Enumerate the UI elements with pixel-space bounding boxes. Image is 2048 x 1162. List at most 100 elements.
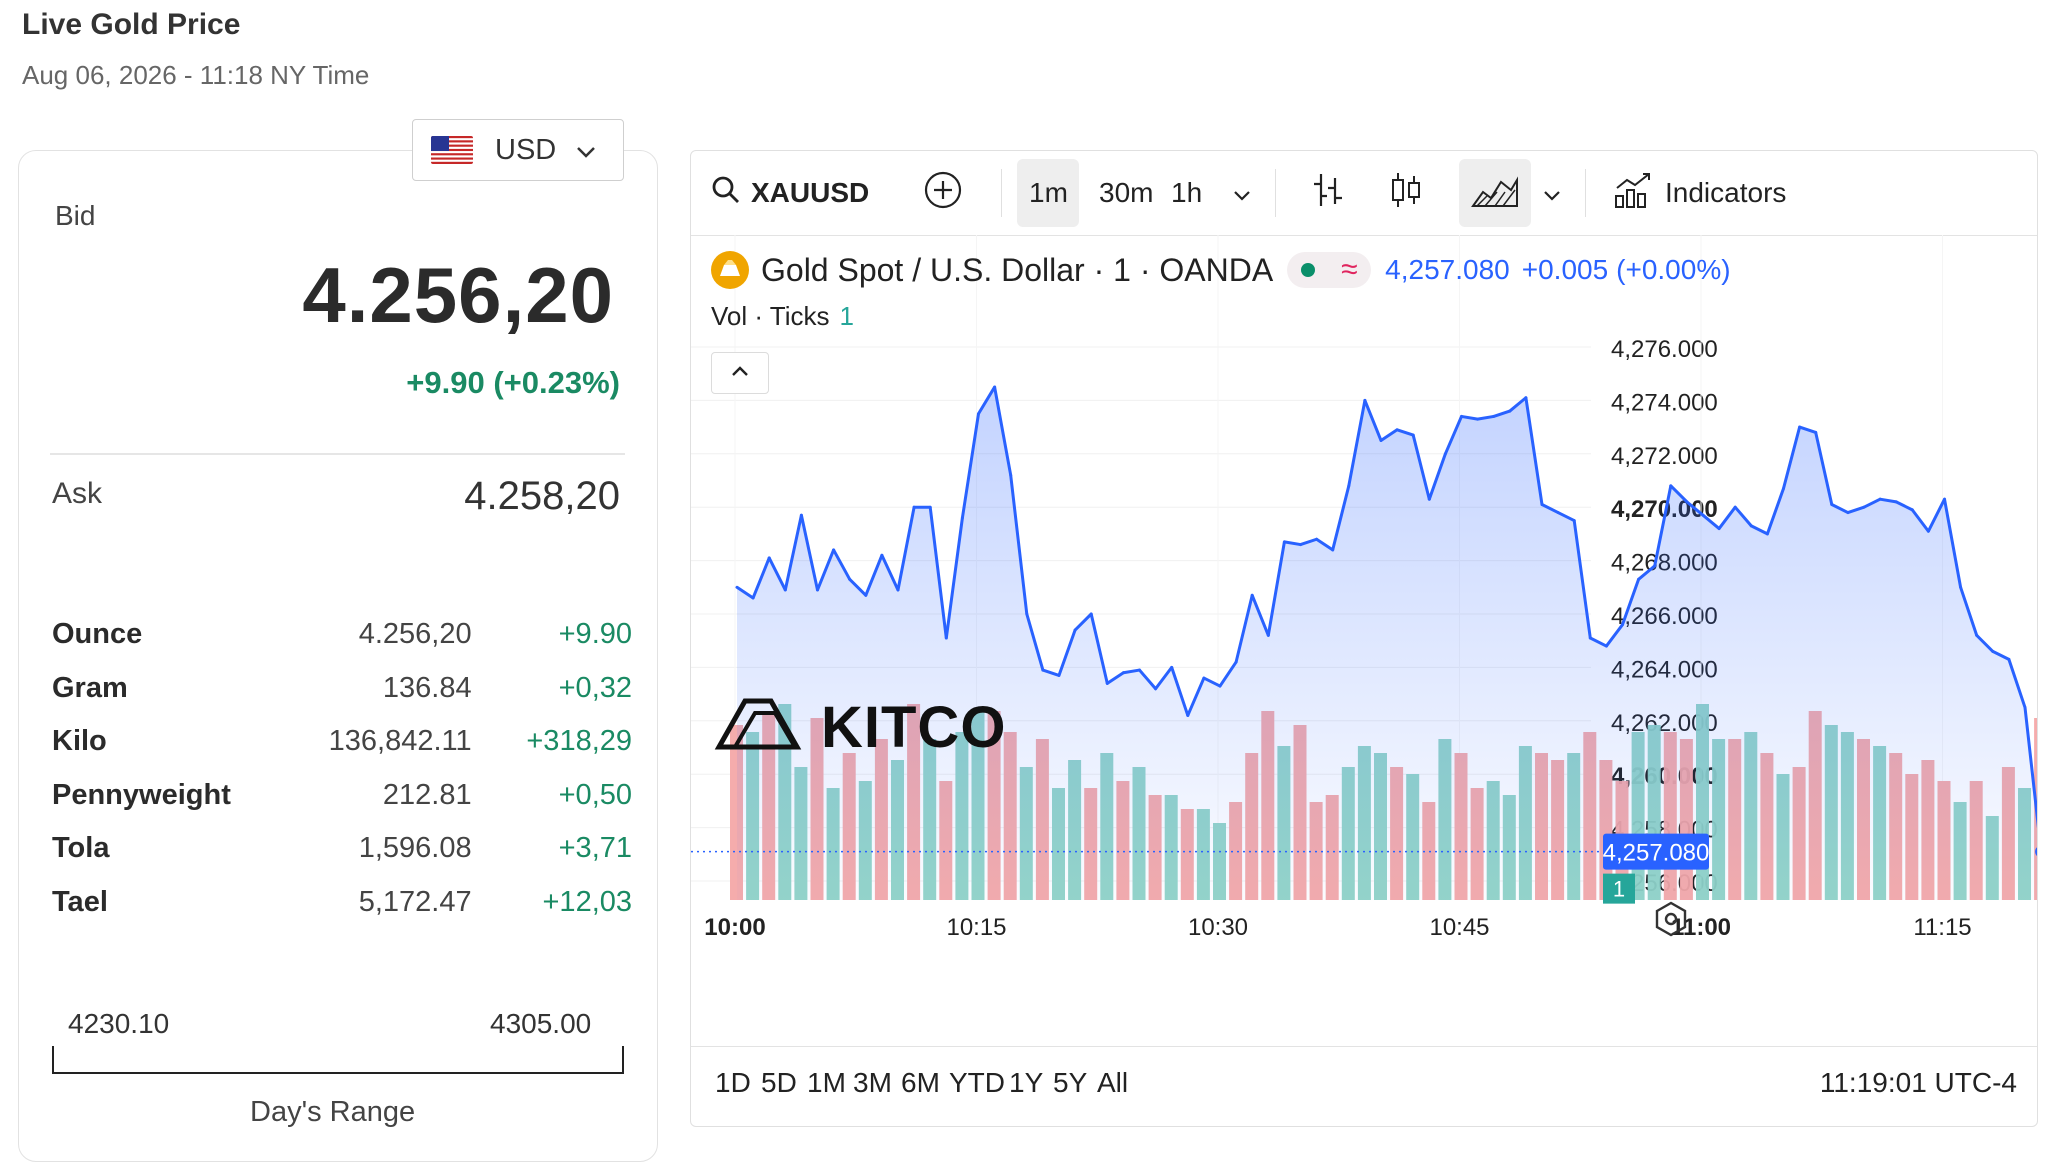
volume-label: Vol · Ticks [711,301,830,331]
price-line-segment [2023,705,2037,829]
range-1d[interactable]: 1D [715,1067,751,1098]
price-line-segment [1894,500,1914,512]
price-line-segment [1138,668,1158,691]
price-line-segment [1637,564,1657,581]
range-6m[interactable]: 6M [901,1067,940,1098]
candles-button[interactable] [1389,151,1423,235]
area-chart-button[interactable] [1471,151,1519,235]
x-tick-label: 10:15 [946,914,1006,941]
price-line-segment [1347,398,1367,488]
unit-price-table: Ounce 4.256,20 +9.90 Gram 136.84 +0,32 K… [52,608,632,929]
x-tick-label: 10:45 [1429,914,1489,941]
price-line-segment [1943,497,1963,589]
price-line-segment [1121,668,1141,675]
price-line-segment [1556,511,1576,523]
price-line-segment [1524,396,1544,507]
date-range-bar: 1D 5D 1M 3M 6M YTD 1Y 5Y All 11:19:01 UT… [691,1046,2037,1126]
price-line-segment [1572,519,1592,640]
plus-circle-icon [923,170,963,217]
price-line-segment [735,585,755,600]
range-all[interactable]: All [1097,1067,1129,1098]
price-line-segment [1975,633,1995,653]
price-line-segment [880,553,900,592]
range-3m[interactable]: 3M [853,1067,892,1098]
active-interval-highlight [1017,159,1079,227]
price-line-segment [1862,497,1882,509]
price-line-segment [896,505,916,592]
indicators-button[interactable]: Indicators [1613,151,1786,235]
days-range-low: 4230.10 [68,1008,170,1039]
delayed-data-icon: ≈ [1341,253,1358,286]
chevron-up-icon [731,364,749,382]
interval-30m[interactable]: 30m [1099,177,1154,208]
price-line-segment [1411,433,1431,501]
price-line-segment [960,412,980,520]
unit-change: +12,03 [542,885,633,918]
bid-label: Bid [55,200,96,231]
range-5y[interactable]: 5Y [1053,1067,1088,1098]
price-line-segment [928,505,948,640]
last-volume-label: 1 [1613,877,1625,902]
price-line-segment [1154,665,1174,691]
unit-name: Pennyweight [52,778,231,811]
divider [1275,169,1276,217]
price-line-segment [783,513,803,592]
price-line-segment [1846,505,1866,515]
price-line-segment [1009,473,1029,616]
range-5d[interactable]: 5D [761,1067,797,1098]
x-tick-label: 11:00 [1671,914,1731,941]
price-line-segment [1186,676,1206,717]
price-chart[interactable]: 4,276.0004,274.0004,272.0004,270.0004,26… [691,235,2037,1046]
chart-type-dropdown[interactable] [1543,151,1561,235]
price-line-segment [1105,671,1125,685]
range-ytd[interactable]: YTD [949,1067,1005,1098]
collapse-legend-button[interactable] [711,352,769,394]
price-line-segment [1959,585,1979,637]
price-line-segment [1685,500,1705,517]
unit-change: +3,71 [558,832,633,865]
kitco-logo-icon [731,711,799,749]
unit-name: Kilo [52,725,107,758]
range-1y[interactable]: 1Y [1009,1067,1044,1098]
y-tick-label: 4,274.000 [1611,389,1718,416]
price-line-segment [1250,593,1270,637]
symbol-search[interactable]: XAUUSD [711,151,869,235]
price-line-segment [1540,503,1560,515]
x-tick-label: 10:30 [1188,914,1248,941]
currency-label: USD [495,133,557,166]
divider [50,453,625,455]
chart-panel: XAUUSD 1m 30m 1h [690,150,2038,1127]
interval-1m[interactable]: 1m [1029,177,1068,208]
indicators-icon [1613,170,1653,217]
price-line-segment [864,553,884,597]
price-line-segment [1202,676,1222,688]
unit-price: 136.84 [382,671,472,704]
market-open-dot-icon [1300,263,1315,277]
currency-selector[interactable]: USD [412,119,624,181]
price-line-segment [944,516,964,640]
page-timestamp: Aug 06, 2026 - 11:18 NY Time [22,60,370,90]
interval-dropdown[interactable] [1233,151,1251,235]
price-line-segment [1508,396,1528,413]
area-chart-icon [1471,170,1519,217]
table-row: Ounce 4.256,20 +9.90 [52,608,632,662]
bar-chart-button[interactable] [1311,151,1345,235]
price-line-segment [1878,497,1898,504]
ask-label: Ask [52,477,103,510]
compare-button[interactable] [923,151,963,235]
market-status-pill[interactable]: ≈ [1287,252,1372,288]
volume-value: 1 [839,301,854,331]
price-area [737,387,2037,900]
interval-1h[interactable]: 1h [1171,177,1203,208]
unit-change: +318,29 [526,725,633,758]
last-volume-label-bg [1603,873,1635,904]
price-panel [18,150,658,1162]
unit-price: 1,596.08 [358,832,472,865]
days-range-label: Day's Range [250,1096,416,1128]
price-line-segment [993,385,1013,477]
price-line-segment [2007,657,2027,709]
x-tick-label: 10:00 [704,914,765,941]
range-1m[interactable]: 1M [807,1067,846,1098]
price-line-segment [1170,665,1190,717]
price-line-segment [1991,649,2011,661]
